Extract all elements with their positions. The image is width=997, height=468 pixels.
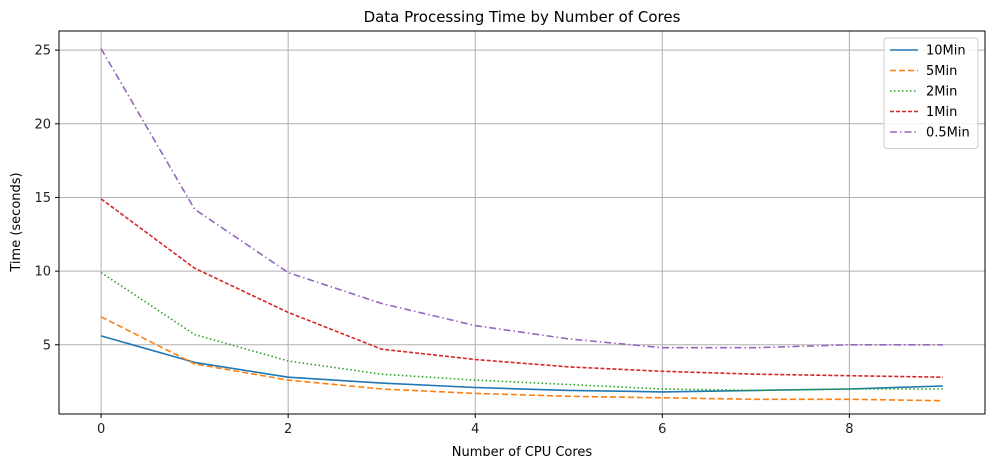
legend-label: 5Min bbox=[926, 64, 957, 79]
series-line-4 bbox=[100, 198, 943, 378]
chart-title: Data Processing Time by Number of Cores bbox=[364, 8, 681, 26]
legend-box bbox=[883, 37, 979, 149]
y-tick-label: 15 bbox=[34, 191, 51, 206]
y-axis-label: Time (seconds) bbox=[9, 172, 24, 272]
legend-label: 10Min bbox=[926, 44, 966, 59]
x-tick-label: 0 bbox=[97, 422, 105, 437]
legend-label: 0.5Min bbox=[926, 126, 970, 141]
series-line-2 bbox=[100, 316, 943, 402]
grid-lines bbox=[59, 31, 985, 414]
y-tick-label: 5 bbox=[43, 338, 51, 353]
x-axis-ticks: 0 2 4 6 8 bbox=[97, 414, 854, 437]
series-line-5 bbox=[100, 48, 943, 349]
x-tick-label: 4 bbox=[471, 422, 479, 437]
x-tick-label: 6 bbox=[658, 422, 666, 437]
legend-label: 1Min bbox=[926, 105, 957, 120]
y-tick-label: 10 bbox=[34, 265, 51, 280]
x-tick-label: 8 bbox=[845, 422, 853, 437]
plot-area-frame bbox=[58, 30, 986, 415]
series-layer bbox=[100, 48, 943, 402]
legend-label: 2Min bbox=[926, 85, 957, 100]
y-tick-label: 25 bbox=[34, 44, 51, 59]
legend: 10Min 5Min 2Min 1Min 0.5Min bbox=[883, 37, 979, 149]
x-axis-label: Number of CPU Cores bbox=[452, 445, 593, 460]
y-axis-ticks: 5 10 15 20 25 bbox=[34, 44, 59, 353]
x-tick-label: 2 bbox=[284, 422, 292, 437]
y-tick-label: 20 bbox=[34, 117, 51, 132]
series-line-3 bbox=[100, 271, 943, 392]
